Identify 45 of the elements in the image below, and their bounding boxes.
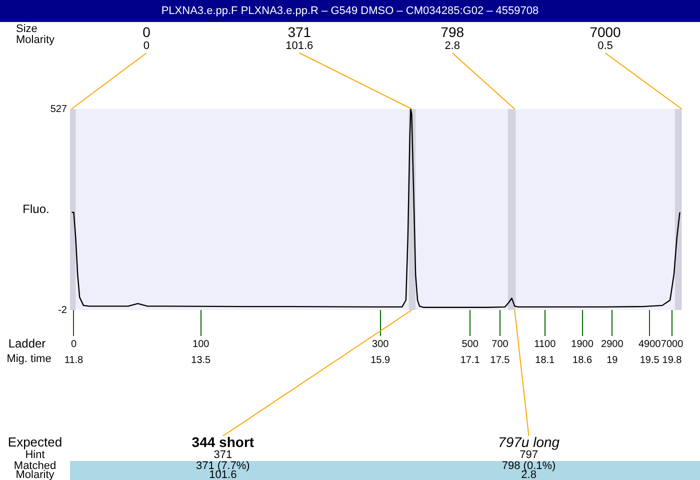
annotation: 371 [288, 24, 312, 40]
text: 300 [372, 338, 390, 350]
text: Ladder [8, 336, 46, 350]
chart-title: PLXNA3.e.pp.F PLXNA3.e.pp.R – G549 DMSO – CM034285:G02 – 4559708 [0, 0, 700, 22]
x-tick-label: 17.1 [460, 354, 480, 366]
x-tick-label: 19.5 [640, 354, 660, 366]
annotation: 344 short [192, 434, 254, 450]
text: 2900 [601, 338, 624, 350]
x-tick-label: 18.6 [572, 354, 592, 366]
x-tick-label: 18.1 [535, 354, 556, 366]
annotation: 7000 [590, 24, 622, 40]
text: Hint [25, 449, 45, 462]
annotation: 0 [142, 24, 151, 40]
y-tick-label: 527 [50, 104, 68, 115]
annotation: 2.8 [444, 40, 460, 52]
text: Size [16, 23, 38, 36]
text: 101.6 [209, 469, 237, 480]
text: 100 [192, 338, 210, 350]
x-tick-label: 17.5 [490, 354, 510, 366]
text: 0 [70, 338, 77, 350]
text: Expected [8, 434, 62, 450]
text: 500 [462, 338, 479, 350]
text: 1900 [571, 338, 594, 350]
x-axis-title: Mig. time [6, 353, 52, 366]
x-tick-label: 13.5 [191, 354, 212, 366]
annotation: 0 [143, 40, 150, 52]
annotation: 797 [520, 449, 538, 462]
x-tick-label: 15.9 [370, 354, 391, 366]
text: 2.8 [521, 469, 536, 480]
text: 4900 [638, 338, 662, 350]
text: Molarity [16, 34, 56, 46]
text: 7000 [660, 338, 684, 350]
x-tick-label: 19 [606, 354, 618, 366]
y-axis-title: Fluo. [22, 202, 50, 216]
annotation: 101.6 [286, 40, 314, 52]
annotation: 798 [440, 24, 464, 40]
annotation: 797u long [498, 434, 560, 450]
text: 700 [492, 338, 509, 350]
x-tick-label: 11.8 [64, 354, 84, 366]
annotation: 0.5 [598, 40, 613, 52]
y-tick-label: -2 [58, 304, 68, 316]
text: 1100 [534, 338, 556, 350]
annotation: 371 [214, 449, 232, 462]
x-tick-label: 19.8 [662, 354, 682, 366]
text: Molarity [16, 469, 55, 480]
